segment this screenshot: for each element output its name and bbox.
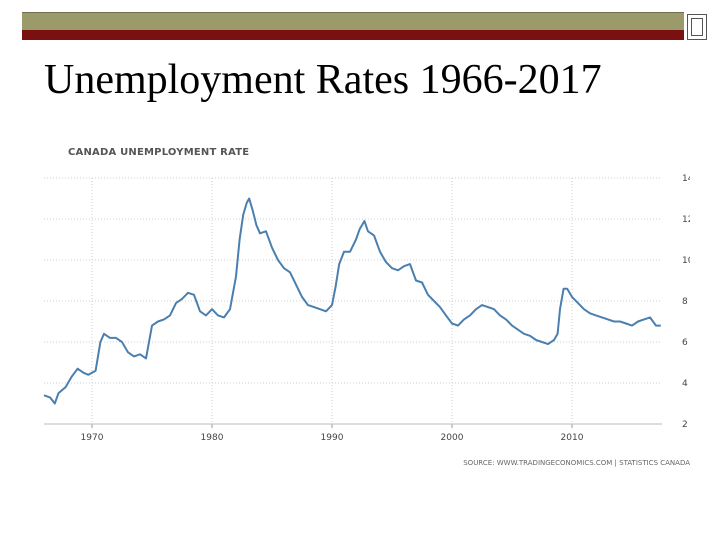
chart-source: SOURCE: WWW.TRADINGECONOMICS.COM | STATI… — [463, 459, 690, 467]
y-tick-label-14: 14 — [682, 174, 690, 184]
y-tick-label-10: 10 — [682, 256, 690, 266]
y-tick-label-2: 2 — [682, 420, 688, 430]
y-tick-label-12: 12 — [682, 215, 690, 225]
y-tick-label-8: 8 — [682, 297, 688, 307]
x-tick-label-1990: 1990 — [321, 433, 344, 443]
y-tick-label-6: 6 — [682, 338, 688, 348]
x-tick-label-2000: 2000 — [441, 433, 464, 443]
corner-box-icon — [687, 14, 707, 40]
slide-title: Unemployment Rates 1966-2017 — [44, 57, 602, 103]
y-tick-label-4: 4 — [682, 379, 688, 389]
x-tick-label-2010: 2010 — [561, 433, 584, 443]
chart-title: CANADA UNEMPLOYMENT RATE — [68, 147, 250, 158]
x-tick-label-1980: 1980 — [201, 433, 224, 443]
header-bar-olive — [22, 12, 684, 31]
line-chart: 2 4 6 8 10 12 14 1970 1980 1990 2000 2010 — [43, 174, 690, 443]
header-bar-red — [22, 30, 684, 40]
series-line-0 — [43, 197, 661, 405]
x-tick-label-1970: 1970 — [81, 433, 104, 443]
chart-panel: CANADA UNEMPLOYMENT RATE 2 4 6 8 10 12 14 1970 1… — [22, 136, 690, 476]
